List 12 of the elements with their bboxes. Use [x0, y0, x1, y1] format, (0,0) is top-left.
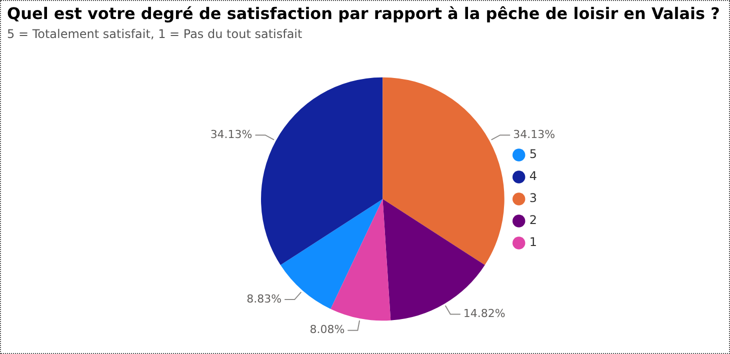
data-label: 14.82% — [463, 307, 506, 320]
legend-label: 5 — [529, 147, 538, 162]
data-label: 34.13% — [210, 128, 252, 141]
data-label: 34.13% — [513, 128, 556, 141]
legend-label: 3 — [529, 191, 538, 206]
legend-label: 1 — [529, 235, 538, 250]
chart-title: Quel est votre degré de satisfaction par rapport à la pêche de loisir en Valais ? — [7, 4, 720, 23]
data-label: 8.08% — [310, 323, 345, 336]
data-label: 8.83% — [246, 292, 282, 306]
legend-label: 2 — [529, 213, 538, 228]
chart-subtitle: 5 = Totalement satisfait, 1 = Pas du tout satisfait — [7, 27, 302, 41]
legend-label: 4 — [529, 169, 538, 184]
